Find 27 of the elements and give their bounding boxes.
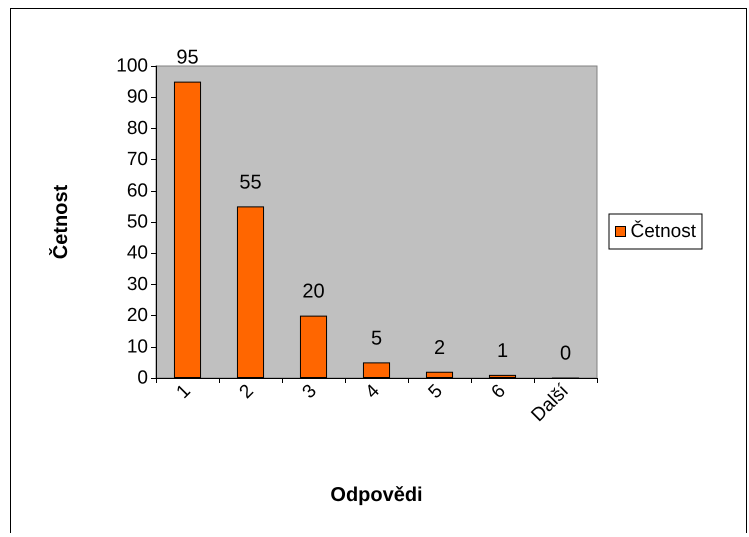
y-tick-label: 30 bbox=[126, 274, 148, 295]
data-label: 0 bbox=[560, 342, 572, 364]
y-tick-label: 90 bbox=[126, 86, 148, 108]
data-label: 1 bbox=[496, 340, 508, 362]
x-tick-label: 4 bbox=[362, 380, 384, 403]
data-label: 5 bbox=[370, 327, 382, 350]
data-label: 20 bbox=[302, 280, 325, 303]
x-tick-label: 5 bbox=[424, 380, 447, 403]
data-label: 55 bbox=[239, 171, 262, 194]
y-tick-label: 100 bbox=[116, 56, 148, 76]
y-tick-label: 50 bbox=[126, 212, 148, 232]
x-tick-label: 6 bbox=[488, 380, 510, 403]
x-tick-label: 3 bbox=[298, 380, 321, 403]
y-axis-title: Četnost bbox=[49, 184, 72, 260]
y-tick-label: 0 bbox=[137, 368, 148, 388]
x-tick-label: 2 bbox=[236, 380, 258, 403]
y-tick-label: 20 bbox=[126, 305, 148, 326]
x-axis-title: Odpovědi bbox=[330, 484, 423, 506]
x-tick-label: 1 bbox=[172, 380, 195, 403]
y-tick-label: 70 bbox=[126, 149, 148, 170]
y-tick-label: 10 bbox=[126, 336, 148, 358]
y-tick-label: 60 bbox=[126, 180, 148, 202]
legend-label: Četnost bbox=[630, 220, 697, 242]
y-tick-label: 40 bbox=[126, 242, 148, 264]
y-tick-label: 80 bbox=[126, 118, 148, 139]
data-label: 2 bbox=[434, 336, 446, 359]
data-label: 95 bbox=[176, 46, 199, 69]
